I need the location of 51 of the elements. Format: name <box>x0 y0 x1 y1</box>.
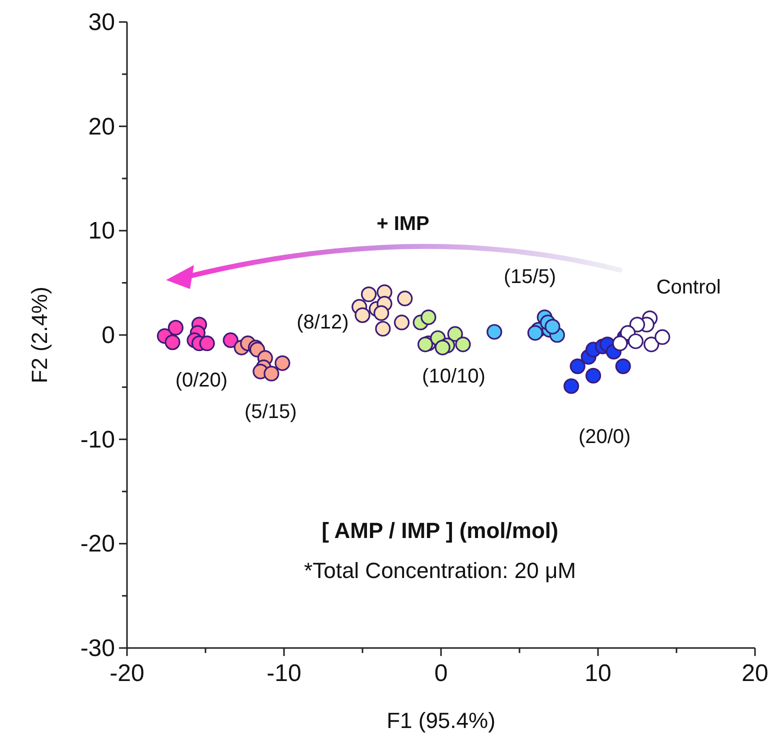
x-tick-label: 0 <box>434 660 448 687</box>
series-label: (15/5) <box>504 266 556 288</box>
x-tick-label: 20 <box>742 660 768 687</box>
point <box>394 314 410 330</box>
y-tick-label: -30 <box>80 635 115 662</box>
point <box>544 318 560 334</box>
point <box>360 286 377 302</box>
y-tick-label: 0 <box>102 322 115 349</box>
point <box>570 358 586 374</box>
point <box>264 366 280 382</box>
annotation: + IMP <box>376 213 430 235</box>
point <box>615 358 631 374</box>
point <box>434 340 450 356</box>
point <box>199 336 215 352</box>
point <box>168 320 184 336</box>
y-axis-title: F2 (2.4%) <box>27 286 52 384</box>
series-label: (5/15) <box>244 400 297 423</box>
series-label: (20/0) <box>578 426 631 448</box>
point <box>375 320 391 337</box>
point <box>654 329 670 345</box>
point <box>486 324 502 340</box>
point <box>585 368 602 384</box>
y-tick-label: -20 <box>80 530 115 558</box>
point <box>354 307 370 323</box>
point <box>274 355 290 371</box>
point <box>164 334 180 350</box>
y-tick-label: 10 <box>88 218 115 245</box>
series-label: Control <box>656 276 721 298</box>
point <box>420 309 436 326</box>
annotation: [ AMP / IMP ] (mol/mol) <box>322 518 558 543</box>
x-tick-label: -20 <box>110 660 144 687</box>
series-label: (10/10) <box>422 365 486 388</box>
point <box>397 290 413 306</box>
point <box>374 305 390 321</box>
point <box>628 333 644 350</box>
point <box>629 316 646 332</box>
point <box>418 336 434 352</box>
x-tick-label: 10 <box>584 660 612 687</box>
point <box>527 325 543 341</box>
series-label: (0/20) <box>175 370 228 392</box>
annotation: *Total Concentration: 20 μM <box>304 558 576 583</box>
point <box>564 378 580 394</box>
point <box>612 336 628 352</box>
point <box>455 336 471 352</box>
y-tick-label: -10 <box>80 426 115 454</box>
y-tick-label: 30 <box>88 9 115 36</box>
x-axis-title: F1 (95.4%) <box>386 708 496 733</box>
point <box>222 332 238 348</box>
y-tick-label: 20 <box>88 113 115 140</box>
x-tick-label: -10 <box>266 660 302 687</box>
series-label: (8/12) <box>296 311 349 334</box>
